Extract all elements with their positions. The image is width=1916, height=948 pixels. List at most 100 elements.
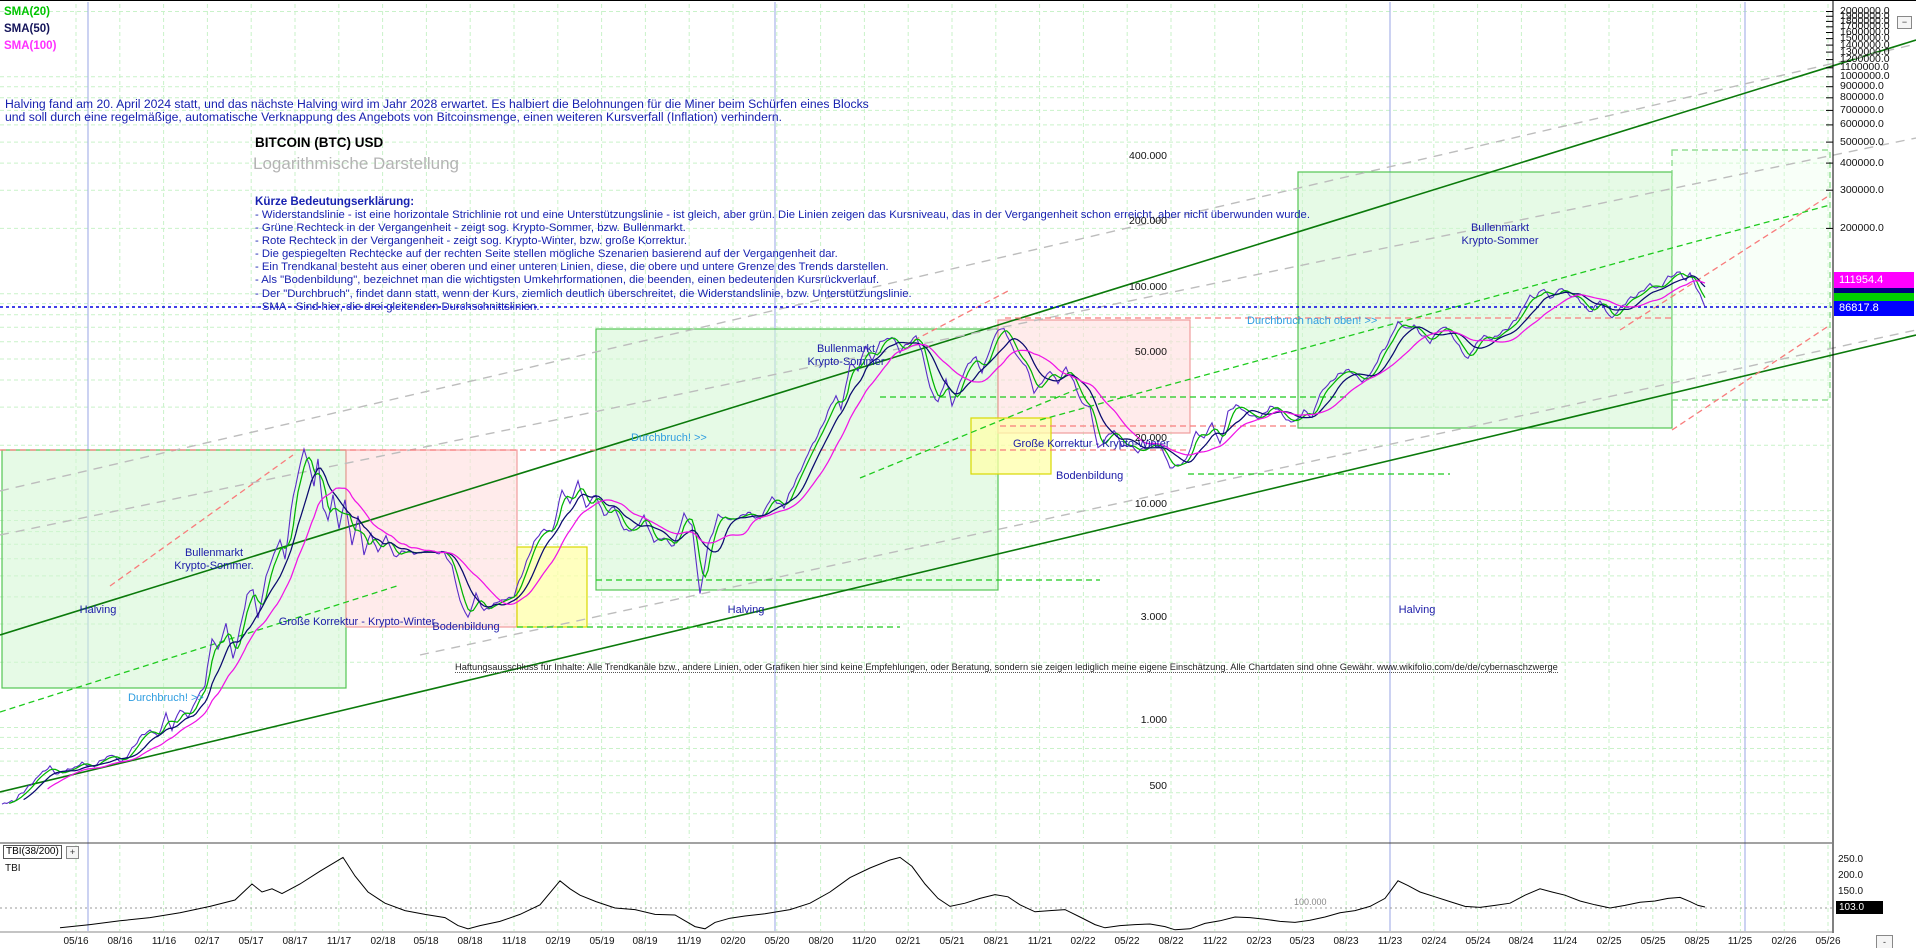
price-level-label: 400.000 — [1129, 150, 1167, 162]
x-axis-tick-label: 05/18 — [413, 936, 439, 947]
right-axis-tick-label: 1600000.0 — [1840, 26, 1890, 38]
x-axis-tick-label: 11/18 — [501, 936, 527, 947]
market-phase-label: Große Korrektur - Krypto-Winter — [1013, 438, 1170, 450]
sma100-value-badge: 111954.4 — [1834, 272, 1914, 288]
chart-title: BITCOIN (BTC) USD — [255, 135, 384, 150]
x-axis-tick-label: 08/23 — [1333, 936, 1359, 947]
halving-label: Halving — [79, 604, 117, 616]
halving-label: Halving — [1398, 604, 1436, 616]
explanation-title: Kürze Bedeutungserklärung: — [255, 195, 415, 208]
right-axis-tick-label: 300000.0 — [1840, 184, 1884, 196]
x-axis-tick-label: 02/24 — [1421, 936, 1447, 947]
x-axis-tick-label: 02/25 — [1596, 936, 1622, 947]
right-axis-tick-label: 1900000.0 — [1840, 10, 1890, 22]
right-axis-tick-label: 1100000.0 — [1840, 61, 1889, 73]
market-phase-label: Krypto-Sommer. — [174, 560, 254, 572]
explanation-item: - Rote Rechteck in der Vergangenheit - z… — [255, 235, 687, 248]
x-axis-tick-label: 02/26 — [1771, 936, 1797, 947]
x-axis-tick-label: 08/16 — [107, 936, 133, 947]
price-value-badge: 86817.8 — [1834, 301, 1914, 316]
explanation-item: - Als "Bodenbildung", bezeichnet man die… — [255, 274, 880, 287]
market-phase-label: Bullenmarkt — [816, 343, 876, 355]
x-axis-tick-label: 08/21 — [983, 936, 1009, 947]
price-level-label: 3.000 — [1140, 611, 1167, 623]
right-axis-tick-label: 1000000.0 — [1840, 70, 1890, 82]
price-level-label: 500 — [1149, 780, 1167, 792]
x-axis-tick-label: 02/22 — [1070, 936, 1096, 947]
price-level-label: 1.000 — [1140, 714, 1167, 726]
market-phase-label: Bodenbildung — [432, 621, 500, 633]
price-level-label: 10.000 — [1134, 498, 1167, 510]
market-phase-label: Bullenmarkt — [1470, 222, 1530, 234]
x-axis-tick-label: 11/23 — [1377, 936, 1403, 947]
x-axis-tick-label: 02/20 — [720, 936, 746, 947]
right-axis-tick-label: 400000.0 — [1840, 157, 1884, 169]
x-axis-tick-label: 05/23 — [1289, 936, 1315, 947]
x-axis-tick-label: 11/22 — [1202, 936, 1228, 947]
axis-zoom-out-button[interactable]: - — [1876, 935, 1893, 948]
x-axis-tick-label: 02/19 — [545, 936, 571, 947]
right-axis-tick-label: 700000.0 — [1840, 104, 1884, 116]
chart-subtitle: Logarithmische Darstellung — [253, 154, 459, 173]
breakout-label: Durchbruch! >> — [631, 432, 707, 444]
right-axis-tick-label: 1300000.0 — [1840, 46, 1890, 58]
x-axis-tick-label: 02/21 — [895, 936, 921, 947]
x-axis-tick-label: 11/17 — [326, 936, 352, 947]
halving-note-line1: Halving fand am 20. April 2024 statt, un… — [5, 97, 869, 111]
x-axis-tick-label: 08/17 — [282, 936, 308, 947]
sma50-value-badge — [1834, 288, 1914, 293]
x-axis-tick-label: 11/16 — [151, 936, 177, 947]
legend-sma20: SMA(20) — [4, 6, 51, 18]
x-axis-tick-label: 08/19 — [632, 936, 658, 947]
explanation-item: - Ein Trendkanal besteht aus einer obere… — [255, 261, 889, 274]
explanation-item: - Widerstandslinie - ist eine horizontal… — [255, 209, 1310, 221]
x-axis-tick-label: 05/19 — [589, 936, 615, 947]
collapse-axis-button[interactable]: − — [1897, 16, 1912, 29]
x-axis-tick-label: 08/25 — [1684, 936, 1710, 947]
price-level-label: 200.000 — [1129, 215, 1167, 227]
breakout-label: Durchbruch nach oben! >> — [1247, 315, 1378, 327]
price-level-label: 20.000 — [1134, 432, 1167, 444]
breakout-label: Durchbruch! >> — [128, 692, 204, 704]
explanation-item: - Grüne Rechteck in der Vergangenheit - … — [255, 222, 686, 235]
tbi-reference-label: 100.000 — [1294, 897, 1327, 907]
x-axis-tick-label: 05/16 — [63, 936, 89, 947]
legend-sma50: SMA(50) — [4, 23, 51, 35]
right-axis-tick-label: 2000000.0 — [1840, 5, 1890, 17]
right-axis-tick-label: 500000.0 — [1840, 136, 1884, 148]
market-phase-label: Krypto-Sommer — [1461, 235, 1539, 247]
x-axis-tick-label: 05/26 — [1815, 936, 1841, 947]
x-axis-tick-label: 11/21 — [1027, 936, 1053, 947]
legend-sma100: SMA(100) — [4, 40, 57, 52]
x-axis-tick-label: 11/25 — [1727, 936, 1753, 947]
x-axis-tick-label: 08/22 — [1158, 936, 1184, 947]
right-axis-tick-label: 1800000.0 — [1840, 15, 1890, 27]
halving-note-line2: und soll durch eine regelmäßige, automat… — [5, 110, 783, 125]
market-phase-label: Krypto-Sommer — [807, 356, 885, 368]
tbi-expand-button[interactable]: + — [66, 846, 79, 859]
x-axis-tick-label: 05/17 — [238, 936, 264, 947]
x-axis-tick-label: 08/24 — [1508, 936, 1534, 947]
x-axis-tick-label: 05/25 — [1640, 936, 1666, 947]
right-axis-tick-label: 1700000.0 — [1840, 20, 1890, 32]
x-axis-tick-label: 02/17 — [194, 936, 220, 947]
x-axis-tick-label: 05/21 — [939, 936, 965, 947]
right-axis-tick-label: 200000.0 — [1840, 222, 1884, 234]
price-level-label: 50.000 — [1134, 346, 1167, 358]
disclaimer-text: Haftungsausschluss für Inhalte: Alle Tre… — [455, 662, 1558, 674]
x-axis-tick-label: 02/23 — [1246, 936, 1272, 947]
halving-label: Halving — [727, 604, 765, 616]
halving-note: Halving fand am 20. April 2024 statt, un… — [5, 97, 869, 125]
x-axis-tick-label: 08/18 — [457, 936, 483, 947]
x-axis-tick-label: 11/24 — [1552, 936, 1578, 947]
market-phase-label: Bullenmarkt — [184, 547, 244, 559]
market-phase-label: Bodenbildung — [1056, 470, 1124, 482]
x-axis-tick-label: 05/20 — [764, 936, 790, 947]
right-axis-tick-label: 1400000.0 — [1840, 39, 1890, 51]
tbi-indicator-button[interactable]: TBI(38/200) — [3, 845, 62, 859]
x-axis-tick-label: 05/22 — [1114, 936, 1140, 947]
sma20-value-badge — [1834, 293, 1914, 301]
x-axis-tick-label: 02/18 — [370, 936, 396, 947]
